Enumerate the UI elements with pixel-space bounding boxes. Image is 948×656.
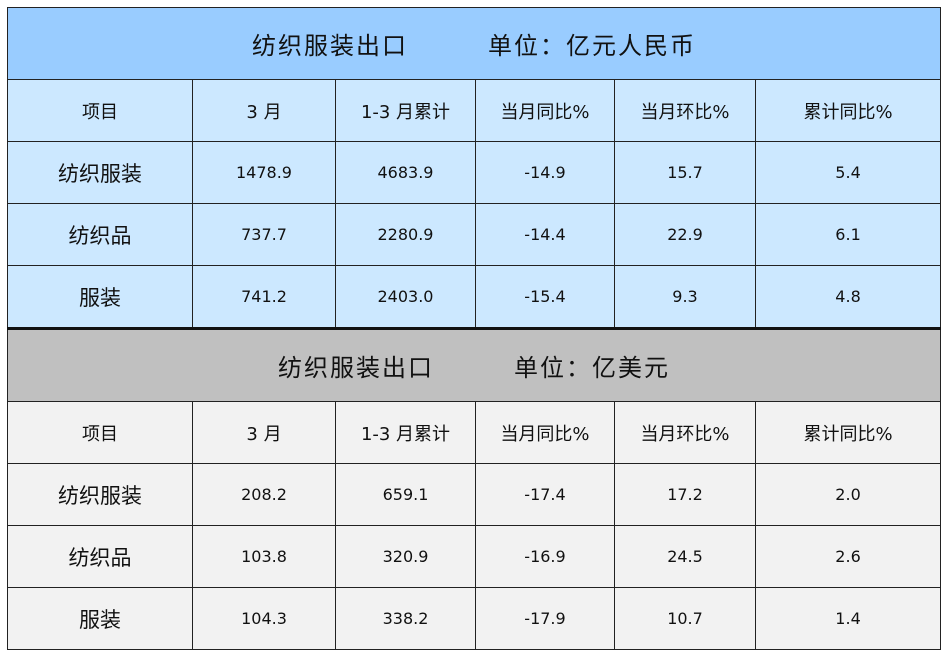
table-cell: 659.1 xyxy=(335,463,476,526)
column-header: 项目 xyxy=(7,79,193,142)
row-label: 纺织品 xyxy=(7,203,193,266)
title-text: 纺织服装出口 xyxy=(252,32,409,60)
column-header: 当月环比% xyxy=(614,401,756,464)
unit-text: 单位：亿元人民币 xyxy=(488,32,697,60)
column-header: 累计同比% xyxy=(754,79,942,142)
table-cell: 741.2 xyxy=(192,265,336,329)
unit-text: 单位：亿美元 xyxy=(514,354,671,382)
table-cell: -17.9 xyxy=(475,587,615,650)
table-cell: 338.2 xyxy=(335,587,476,650)
table-title-row: 纺织服装出口 单位：亿元人民币 xyxy=(6,7,942,80)
table-cell: 4683.9 xyxy=(335,141,476,204)
column-header: 1-3 月累计 xyxy=(335,401,476,464)
table-cell: 2403.0 xyxy=(335,265,476,329)
table-row: 纺织品 103.8 320.9 -16.9 24.5 2.6 xyxy=(7,525,942,588)
table-cell: 1478.9 xyxy=(192,141,336,204)
table-cell: 9.3 xyxy=(614,265,756,329)
header-row: 项目 3 月 1-3 月累计 当月同比% 当月环比% 累计同比% xyxy=(7,79,942,142)
table-cell: -14.9 xyxy=(475,141,615,204)
row-label: 纺织服装 xyxy=(7,463,193,526)
row-label: 服装 xyxy=(7,265,193,329)
table-cell: 103.8 xyxy=(192,525,336,588)
table-title: 纺织服装出口 单位：亿美元 xyxy=(6,327,942,402)
row-label: 服装 xyxy=(7,587,193,650)
column-header: 1-3 月累计 xyxy=(335,79,476,142)
row-label: 纺织品 xyxy=(7,525,193,588)
table-cell: -15.4 xyxy=(475,265,615,329)
column-header: 当月同比% xyxy=(475,401,615,464)
table-cell: 104.3 xyxy=(192,587,336,650)
table-cell: 22.9 xyxy=(614,203,756,266)
table-cell: 2280.9 xyxy=(335,203,476,266)
table-cell: 320.9 xyxy=(335,525,476,588)
table-cell: -17.4 xyxy=(475,463,615,526)
title-text: 纺织服装出口 xyxy=(278,354,435,382)
table-row: 纺织服装 1478.9 4683.9 -14.9 15.7 5.4 xyxy=(7,141,942,204)
table-row: 服装 104.3 338.2 -17.9 10.7 1.4 xyxy=(7,587,942,650)
table-row: 服装 741.2 2403.0 -15.4 9.3 4.8 xyxy=(7,265,942,329)
column-header: 3 月 xyxy=(192,79,336,142)
table-title: 纺织服装出口 单位：亿元人民币 xyxy=(6,7,942,80)
table-cell: 15.7 xyxy=(614,141,756,204)
column-header: 当月环比% xyxy=(614,79,756,142)
table-cell: -14.4 xyxy=(475,203,615,266)
table-cell: 2.0 xyxy=(754,463,942,526)
table-cell: 5.4 xyxy=(754,141,942,204)
table-cell: 4.8 xyxy=(754,265,942,329)
column-header: 项目 xyxy=(7,401,193,464)
table-cell: 6.1 xyxy=(754,203,942,266)
column-header: 当月同比% xyxy=(475,79,615,142)
export-table: 纺织服装出口 单位：亿元人民币 项目 3 月 1-3 月累计 当月同比% 当月环比% 累计同比… xyxy=(6,7,942,650)
table-title-row: 纺织服装出口 单位：亿美元 xyxy=(6,327,942,402)
column-header: 累计同比% xyxy=(754,401,942,464)
table-cell: 208.2 xyxy=(192,463,336,526)
table-cell: 17.2 xyxy=(614,463,756,526)
row-label: 纺织服装 xyxy=(7,141,193,204)
table-row: 纺织服装 208.2 659.1 -17.4 17.2 2.0 xyxy=(7,463,942,526)
table-cell: 1.4 xyxy=(754,587,942,650)
table-cell: 737.7 xyxy=(192,203,336,266)
table-row: 纺织品 737.7 2280.9 -14.4 22.9 6.1 xyxy=(7,203,942,266)
table-cell: 10.7 xyxy=(614,587,756,650)
table-cell: 24.5 xyxy=(614,525,756,588)
column-header: 3 月 xyxy=(192,401,336,464)
table-cell: 2.6 xyxy=(754,525,942,588)
header-row: 项目 3 月 1-3 月累计 当月同比% 当月环比% 累计同比% xyxy=(7,401,942,464)
table-cell: -16.9 xyxy=(475,525,615,588)
